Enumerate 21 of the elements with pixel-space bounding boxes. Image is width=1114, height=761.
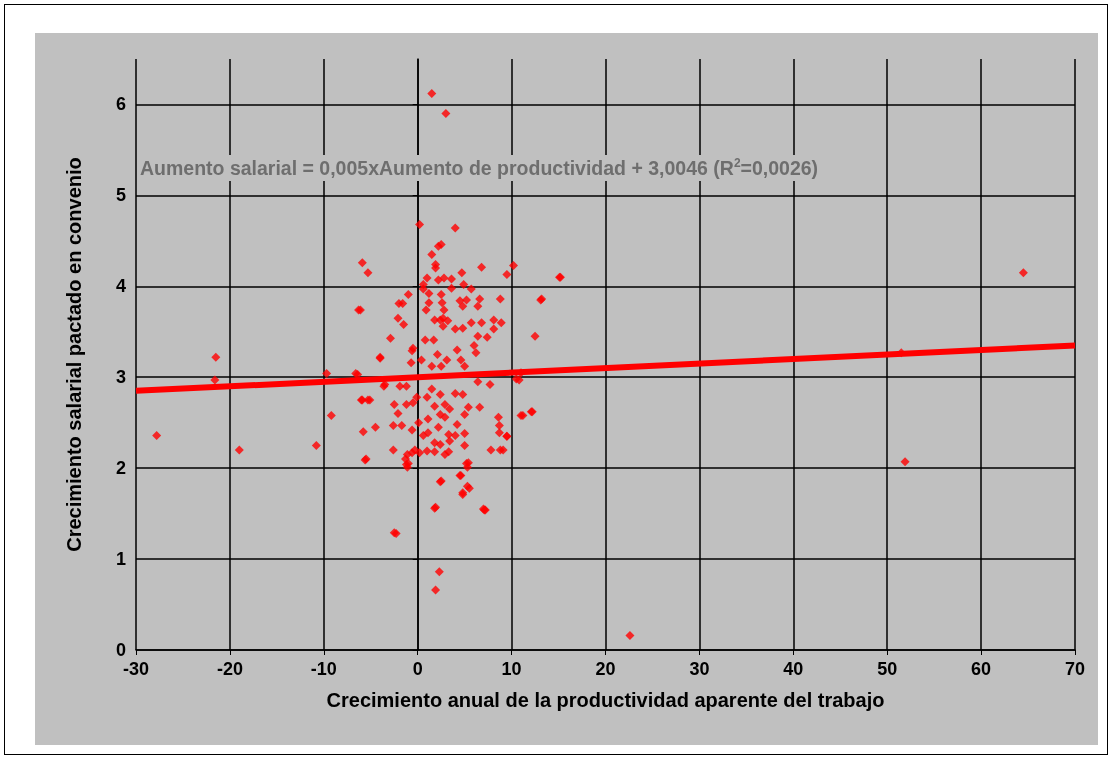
x-tick-label: 40 [783,659,804,679]
x-tick-label: 10 [501,659,522,679]
y-tick-label: 3 [115,367,126,388]
y-tick-label: 5 [115,185,126,206]
y-tick-label: 1 [115,549,126,570]
y-tick-label: 4 [115,276,126,297]
x-tick-label: 0 [412,659,423,679]
y-tick-label: 6 [115,94,126,115]
x-tick-label: -10 [310,659,337,679]
y-tick-label: 0 [115,640,126,660]
x-tick-label: 20 [595,659,616,679]
x-tick-label: 50 [877,659,898,679]
annotation: Aumento salarial = 0,005xAumento de productividad + 3,0046 (R$^{2}$=0,0026) [138,155,821,181]
x-tick-label: 60 [971,659,992,679]
x-tick-label: 70 [1064,659,1086,679]
x-axis-title: Crecimiento anual de la productividad aparente del trabajo [326,689,885,711]
x-tick-label: -30 [122,659,150,679]
x-tick-label: -20 [216,659,243,679]
y-axis-title: Crecimiento salarial pactado en convenio [63,157,85,552]
x-tick-label: 30 [689,659,710,679]
y-tick-label: 2 [115,458,126,479]
